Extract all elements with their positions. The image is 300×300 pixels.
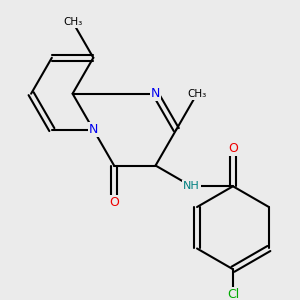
Text: NH: NH	[183, 181, 200, 191]
Text: O: O	[228, 142, 238, 155]
Text: O: O	[109, 196, 119, 209]
Text: N: N	[151, 87, 160, 100]
Text: Cl: Cl	[227, 288, 239, 300]
Text: CH₃: CH₃	[63, 17, 82, 27]
Text: N: N	[88, 123, 98, 136]
Text: CH₃: CH₃	[188, 89, 207, 99]
